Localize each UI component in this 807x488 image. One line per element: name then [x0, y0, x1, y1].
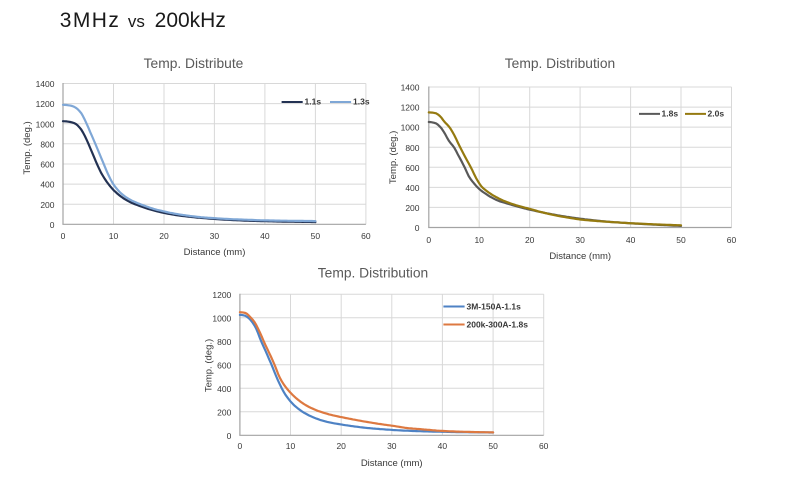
svg-text:Temp. (deg.): Temp. (deg.): [22, 121, 33, 174]
svg-text:1000: 1000: [212, 313, 231, 323]
svg-text:400: 400: [40, 180, 54, 190]
svg-text:20: 20: [159, 231, 169, 241]
svg-text:10: 10: [109, 231, 119, 241]
svg-text:30: 30: [575, 235, 585, 245]
svg-text:Temp. (deg.): Temp. (deg.): [388, 131, 399, 184]
svg-text:Distance (mm): Distance (mm): [549, 251, 611, 262]
svg-text:600: 600: [217, 360, 231, 370]
svg-text:0: 0: [426, 235, 431, 245]
svg-text:800: 800: [405, 143, 419, 153]
svg-text:60: 60: [727, 235, 737, 245]
svg-text:1200: 1200: [401, 103, 420, 113]
svg-text:400: 400: [217, 384, 231, 394]
svg-text:1.8s: 1.8s: [662, 109, 679, 119]
svg-text:40: 40: [626, 235, 636, 245]
svg-text:10: 10: [286, 441, 296, 451]
svg-text:0: 0: [238, 441, 243, 451]
svg-text:0: 0: [227, 431, 232, 441]
svg-text:600: 600: [40, 160, 54, 170]
svg-text:3M-150A-1.1s: 3M-150A-1.1s: [467, 302, 522, 312]
svg-text:1000: 1000: [401, 123, 420, 133]
svg-text:1200: 1200: [212, 290, 231, 300]
svg-text:Temp. Distribution: Temp. Distribution: [318, 266, 428, 281]
svg-text:600: 600: [405, 163, 419, 173]
svg-text:40: 40: [438, 441, 448, 451]
svg-text:Distance (mm): Distance (mm): [361, 458, 423, 469]
svg-text:20: 20: [336, 441, 346, 451]
svg-text:200k-300A-1.8s: 200k-300A-1.8s: [467, 320, 529, 330]
svg-text:Temp. Distribute: Temp. Distribute: [144, 56, 244, 71]
svg-text:200: 200: [40, 200, 54, 210]
svg-text:200: 200: [217, 407, 231, 417]
svg-text:1400: 1400: [401, 83, 420, 93]
svg-text:400: 400: [405, 183, 419, 193]
svg-text:30: 30: [387, 441, 397, 451]
svg-text:2.0s: 2.0s: [708, 109, 725, 119]
svg-text:1000: 1000: [36, 119, 55, 129]
svg-text:1.3s: 1.3s: [353, 97, 370, 107]
svg-text:30: 30: [210, 231, 220, 241]
svg-text:0: 0: [50, 220, 55, 230]
svg-text:1200: 1200: [36, 99, 55, 109]
svg-text:800: 800: [40, 139, 54, 149]
svg-text:Distance (mm): Distance (mm): [184, 247, 246, 258]
svg-text:0: 0: [415, 223, 420, 233]
svg-text:200: 200: [405, 203, 419, 213]
svg-text:40: 40: [260, 231, 270, 241]
svg-text:60: 60: [361, 231, 371, 241]
svg-text:50: 50: [488, 441, 498, 451]
svg-text:1.1s: 1.1s: [305, 97, 322, 107]
svg-text:Temp. Distribution: Temp. Distribution: [505, 56, 615, 71]
svg-text:1400: 1400: [36, 79, 55, 89]
svg-text:20: 20: [525, 235, 535, 245]
svg-text:10: 10: [474, 235, 484, 245]
svg-text:0: 0: [61, 231, 66, 241]
svg-text:60: 60: [539, 441, 549, 451]
svg-text:800: 800: [217, 337, 231, 347]
svg-text:50: 50: [676, 235, 686, 245]
svg-text:Temp. (deg.): Temp. (deg.): [203, 339, 214, 392]
svg-text:50: 50: [311, 231, 321, 241]
